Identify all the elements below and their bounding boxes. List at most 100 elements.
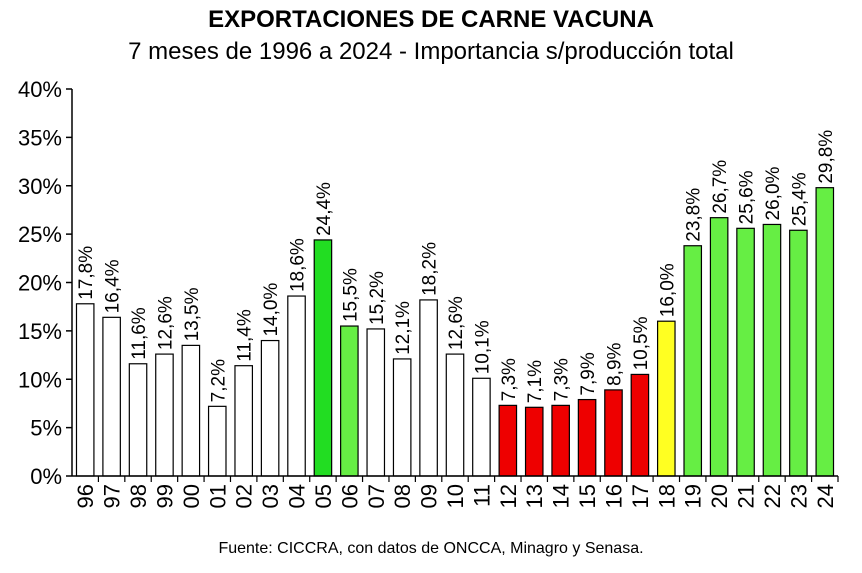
bar bbox=[419, 299, 438, 477]
x-tick-label: 23 bbox=[786, 484, 811, 508]
x-tick-label: 22 bbox=[760, 484, 785, 508]
x-tick-label: 14 bbox=[549, 484, 574, 508]
bar bbox=[815, 187, 835, 477]
x-tick-label: 17 bbox=[628, 484, 653, 508]
data-label: 16,0% bbox=[657, 263, 678, 317]
y-tick-label: 25% bbox=[18, 222, 62, 247]
data-label: 25,6% bbox=[737, 170, 758, 224]
y-tick-label: 15% bbox=[18, 319, 62, 344]
data-label: 7,3% bbox=[499, 358, 520, 401]
data-label: 15,5% bbox=[340, 268, 361, 322]
data-label: 11,6% bbox=[129, 307, 150, 360]
bar bbox=[207, 405, 227, 477]
bar bbox=[287, 295, 306, 477]
bar bbox=[524, 406, 544, 477]
bar bbox=[366, 328, 386, 477]
x-tick-label: 10 bbox=[443, 484, 468, 508]
data-label: 23,8% bbox=[684, 188, 705, 242]
bar bbox=[630, 373, 650, 477]
bar bbox=[392, 358, 412, 477]
x-tick-label: 07 bbox=[364, 484, 389, 508]
bar bbox=[445, 353, 465, 477]
chart-title: EXPORTACIONES DE CARNE VACUNA bbox=[208, 6, 654, 33]
bar bbox=[260, 339, 280, 477]
x-tick-label: 11 bbox=[469, 484, 494, 507]
y-tick-label: 5% bbox=[30, 416, 62, 441]
x-tick-label: 99 bbox=[152, 484, 177, 508]
x-tick-label: 01 bbox=[205, 484, 230, 508]
x-tick-label: 02 bbox=[232, 484, 257, 508]
data-labels: 17,8% 16,4%11,6% 12,6% 13,5%7,2% 11,4% 14,0% 1… bbox=[76, 130, 837, 404]
x-tick-label: 09 bbox=[417, 484, 442, 508]
data-label: 10,1% bbox=[472, 320, 493, 374]
data-label: 26,0% bbox=[763, 166, 784, 220]
data-label: 11,4% bbox=[235, 309, 256, 362]
bar bbox=[709, 217, 729, 477]
data-label: 26,7% bbox=[710, 160, 731, 214]
x-tick-label: 18 bbox=[654, 484, 679, 508]
data-label: 17,8% bbox=[76, 246, 97, 300]
data-label: 12,1% bbox=[393, 301, 414, 355]
bar bbox=[656, 320, 676, 477]
bar bbox=[340, 325, 359, 477]
x-tick-label: 24 bbox=[813, 484, 838, 508]
data-label: 13,5% bbox=[182, 287, 203, 341]
x-tick-label: 20 bbox=[707, 484, 732, 508]
y-tick-label: 40% bbox=[18, 77, 62, 102]
bar bbox=[128, 363, 148, 477]
y-tick-label: 20% bbox=[18, 271, 62, 296]
bar bbox=[313, 239, 333, 477]
y-tick-label: 30% bbox=[18, 174, 62, 199]
x-tick-label: 16 bbox=[601, 484, 626, 508]
bar bbox=[234, 365, 254, 477]
data-label: 18,6% bbox=[288, 238, 309, 292]
x-tick-label: 15 bbox=[575, 484, 600, 508]
x-tick-label: 13 bbox=[522, 484, 547, 508]
x-tick-label: 06 bbox=[337, 484, 362, 508]
x-tick-label: 12 bbox=[496, 484, 521, 508]
data-label: 14,0% bbox=[261, 283, 282, 337]
bar bbox=[577, 398, 597, 477]
data-label: 8,9% bbox=[604, 342, 625, 385]
x-tick-label: 08 bbox=[390, 484, 415, 508]
bar bbox=[683, 245, 703, 477]
data-label: 7,2% bbox=[208, 359, 229, 402]
bar bbox=[736, 227, 755, 477]
x-tick-label: 00 bbox=[179, 484, 204, 508]
data-label: 29,8% bbox=[816, 130, 837, 184]
chart-source-note: Fuente: CICCRA, con datos de ONCCA, Mina… bbox=[218, 540, 644, 557]
x-tick-label: 96 bbox=[73, 484, 98, 508]
bars bbox=[75, 187, 835, 477]
bar bbox=[75, 303, 95, 477]
data-label: 7,1% bbox=[525, 360, 546, 403]
data-label: 24,4% bbox=[314, 182, 335, 236]
data-label: 16,4% bbox=[103, 259, 124, 313]
bar bbox=[762, 223, 782, 477]
x-tick-label: 19 bbox=[681, 484, 706, 508]
data-label: 18,2% bbox=[420, 242, 441, 296]
data-label: 12,6% bbox=[155, 296, 176, 350]
data-label: 10,5% bbox=[631, 316, 652, 370]
bar bbox=[551, 404, 570, 477]
chart-subtitle: 7 meses de 1996 a 2024 - Importancia s/p… bbox=[128, 38, 734, 65]
bar bbox=[498, 404, 518, 477]
bar bbox=[789, 229, 808, 477]
x-axis: 96 97 98 99 00 01 02 03 04 05 06 07 08 09 10 11 12 13 14 15… bbox=[72, 475, 839, 508]
y-tick-label: 10% bbox=[18, 367, 62, 392]
x-tick-label: 98 bbox=[126, 484, 151, 508]
x-tick-label: 04 bbox=[285, 484, 310, 508]
bar bbox=[155, 353, 174, 477]
data-label: 7,3% bbox=[552, 358, 573, 401]
x-tick-label: 21 bbox=[734, 484, 759, 508]
data-label: 7,9% bbox=[578, 352, 599, 395]
x-tick-label: 05 bbox=[311, 484, 336, 508]
x-tick-label: 97 bbox=[100, 484, 125, 508]
y-tick-label: 35% bbox=[18, 125, 62, 150]
bar bbox=[604, 389, 623, 477]
x-tick-label: 03 bbox=[258, 484, 283, 508]
data-label: 25,4% bbox=[789, 172, 810, 226]
bar bbox=[102, 316, 121, 477]
bar bbox=[181, 344, 201, 477]
y-axis: 0% 5% 10% 15% 20% 25% 30% 35% 40% bbox=[18, 77, 73, 489]
